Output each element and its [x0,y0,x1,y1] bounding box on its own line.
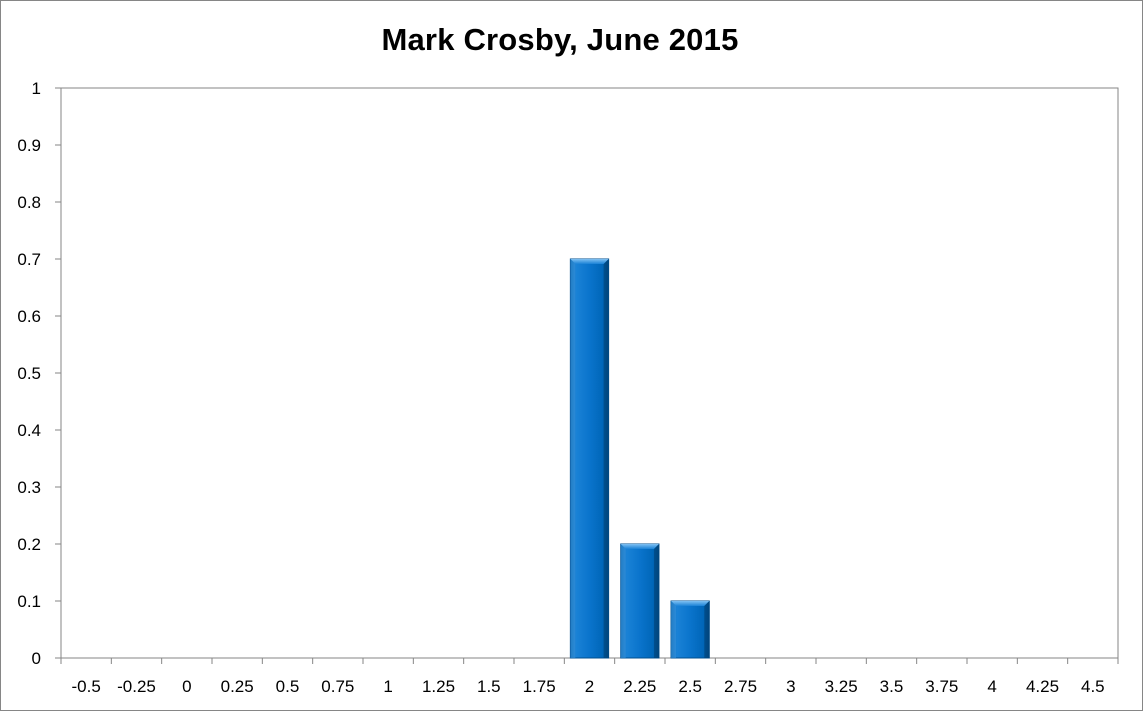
bar-bevel-right [704,601,710,658]
x-tick-label: -0.5 [72,677,101,696]
x-tick-label: 0.75 [321,677,354,696]
x-tick-label: 2.25 [623,677,656,696]
y-tick-label: 0.8 [17,193,41,212]
bar-bevel-right [653,544,659,658]
x-tick-label: 3.75 [925,677,958,696]
y-tick-label: 0.2 [17,535,41,554]
y-tick-label: 0.6 [17,307,41,326]
x-tick-label: 4.25 [1026,677,1059,696]
y-tick-label: 0 [32,649,41,668]
x-tick-label: 0.25 [221,677,254,696]
y-tick-label: 0.7 [17,250,41,269]
x-tick-label: 2 [585,677,594,696]
bar-body [569,258,610,659]
bar [620,543,660,659]
bar-cap [570,259,609,264]
x-tick-label: 1.25 [422,677,455,696]
x-axis: -0.5 -0.25 0 0.25 0.5 0.75 1 1.25 1.5 1.75 2 2.25 2.… [60,657,1119,696]
bar-bevel-left [671,601,677,658]
x-tick-label: 2.75 [724,677,757,696]
y-tick-label: 0.5 [17,364,41,383]
bar-bevel-right [603,259,609,658]
y-tick-label: 1 [32,79,41,98]
y-axis: 0 0.1 0.2 0.3 0.4 0.5 0.6 0.7 0.8 0.9 1 [17,79,61,668]
x-tick-label: 2.5 [678,677,702,696]
y-tick-label: 0.9 [17,136,41,155]
x-tick-label: 1 [383,677,392,696]
x-tick-label: 1.75 [523,677,556,696]
x-tick-label: 3.25 [825,677,858,696]
bar-cap [620,544,659,549]
x-tick-label: 4 [987,677,996,696]
x-tick-label: 1.5 [477,677,501,696]
bar-body [670,600,710,659]
x-tick-label: 0.5 [276,677,300,696]
bar [569,258,610,659]
bar-body [620,543,660,659]
y-tick-label: 0.1 [17,592,41,611]
bars [569,258,710,659]
x-tick-label: 3 [786,677,795,696]
y-tick-label: 0.3 [17,478,41,497]
bar-bevel-left [570,259,576,658]
bar [670,600,710,659]
chart-title: Mark Crosby, June 2015 [381,22,739,57]
x-tick-label: 3.5 [880,677,904,696]
x-tick-label: -0.25 [117,677,156,696]
bar-bevel-left [620,544,626,658]
x-tick-label: 0 [182,677,191,696]
x-tick-label: 4.5 [1081,677,1105,696]
y-tick-label: 0.4 [17,421,41,440]
bar-cap [671,601,710,606]
